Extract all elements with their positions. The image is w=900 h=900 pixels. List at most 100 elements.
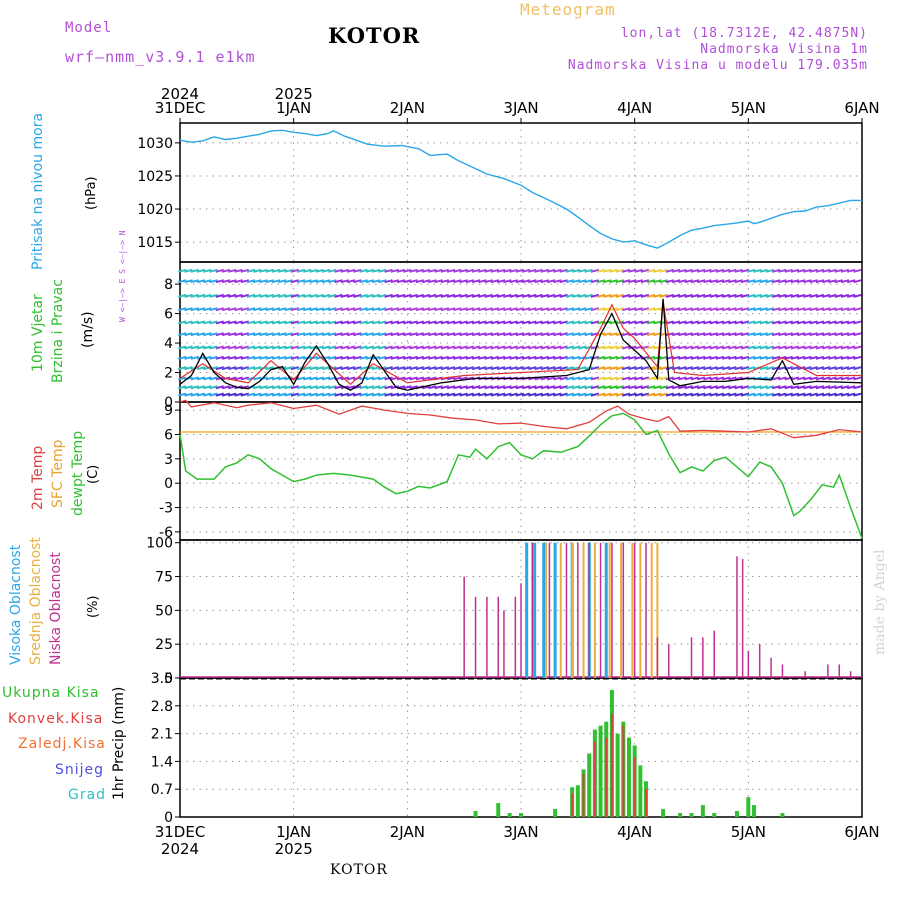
wind-arrow [696, 376, 706, 381]
wind-arrow [659, 366, 668, 371]
wind-arrow [409, 332, 418, 337]
wind-arrow [321, 332, 331, 337]
wind-arrow [815, 345, 825, 350]
wind-arrow [584, 355, 593, 360]
wind-arrow [621, 355, 631, 360]
wind-arrow [790, 376, 800, 381]
wind-arrow [546, 320, 556, 325]
wind-arrow [721, 376, 731, 381]
wind-arrow [303, 307, 312, 312]
wind-arrow [359, 268, 368, 273]
wind-arrow [778, 376, 787, 381]
wind-arrow [784, 268, 793, 273]
wind-arrow [515, 345, 525, 350]
wind-arrow [728, 366, 737, 371]
wind-arrow [709, 332, 718, 337]
wind-arrow [509, 385, 518, 390]
wind-arrow [603, 366, 612, 371]
wind-arrow [596, 268, 606, 273]
wind-arrow [446, 355, 456, 360]
wind-arrow [190, 376, 200, 381]
wind-arrow [428, 307, 437, 312]
wind-arrow [609, 332, 618, 337]
wind-arrow [390, 366, 400, 371]
wind-arrow [646, 345, 656, 350]
wind-arrow [403, 385, 412, 390]
wind-arrow [440, 355, 450, 360]
wind-arrow [790, 279, 800, 284]
wind-arrow [590, 392, 600, 397]
wind-arrow [378, 376, 387, 381]
wind-arrow [553, 268, 562, 273]
wind-arrow [515, 385, 525, 390]
wind-arrow [678, 307, 687, 312]
wind-arrow [696, 366, 706, 371]
wind-arrow [621, 392, 631, 397]
wind-arrow [709, 320, 718, 325]
wind-arrow [621, 376, 631, 381]
wind-arrow [840, 332, 850, 337]
precip-bar-total [473, 811, 478, 817]
wind-arrow [653, 320, 662, 325]
wind-arrow [828, 345, 837, 350]
wind-arrow [690, 345, 700, 350]
wind-arrow [684, 385, 693, 390]
wind-arrow [228, 332, 237, 337]
wind-arrow [465, 392, 475, 397]
precip-bar-total [598, 725, 603, 817]
wind-arrow [203, 279, 212, 284]
wind-arrow [534, 293, 543, 298]
time-tick-label-top: 5JAN [731, 99, 766, 117]
wind-arrow [365, 268, 375, 273]
wind-arrow [209, 320, 218, 325]
wind-arrow [259, 320, 268, 325]
wind-arrow [496, 293, 506, 298]
wind-arrow [790, 332, 800, 337]
wind-arrow [628, 307, 637, 312]
year-label-top: 2025 [275, 85, 313, 103]
wind-arrow [565, 320, 575, 325]
wind-arrow [415, 376, 425, 381]
wind-arrow [684, 320, 693, 325]
wind-arrow [496, 279, 506, 284]
wind-arrow [709, 279, 718, 284]
wind-arrow [815, 332, 825, 337]
wind-arrow [628, 268, 637, 273]
wind-arrow [309, 376, 318, 381]
wind-arrow [215, 385, 225, 390]
wind-arrow [478, 307, 487, 312]
wind-arrow [253, 293, 262, 298]
wind-arrow [415, 355, 425, 360]
wind-arrow [409, 355, 418, 360]
wind-arrow [403, 307, 412, 312]
wind-arrow [184, 385, 193, 390]
wind-arrow [346, 279, 356, 284]
wind-arrow [196, 279, 206, 284]
wind-arrow [371, 307, 381, 312]
wind-arrow [315, 355, 325, 360]
wind-arrow [646, 320, 656, 325]
wind-arrow [409, 376, 418, 381]
wind-arrow [840, 307, 850, 312]
wind-arrow [528, 332, 537, 337]
wind-arrow [365, 376, 375, 381]
wind-arrow [334, 332, 343, 337]
wind-arrow [521, 268, 531, 273]
wind-arrow [334, 307, 343, 312]
precip-bar-total [575, 785, 580, 817]
wind-arrow [309, 268, 318, 273]
wind-arrow [646, 268, 656, 273]
wind-arrow [334, 268, 343, 273]
wind-arrow [190, 320, 200, 325]
wind-arrow [396, 355, 406, 360]
wind-arrow [384, 376, 393, 381]
wind-arrow [315, 279, 325, 284]
wind-arrow [609, 376, 618, 381]
precip-bar-total [661, 809, 666, 817]
wind-arrow [421, 268, 431, 273]
wind-arrow [578, 332, 587, 337]
wind-arrow [359, 355, 368, 360]
precip-bar-total [519, 813, 523, 817]
wind-arrow [721, 320, 731, 325]
wind-arrow [534, 355, 543, 360]
